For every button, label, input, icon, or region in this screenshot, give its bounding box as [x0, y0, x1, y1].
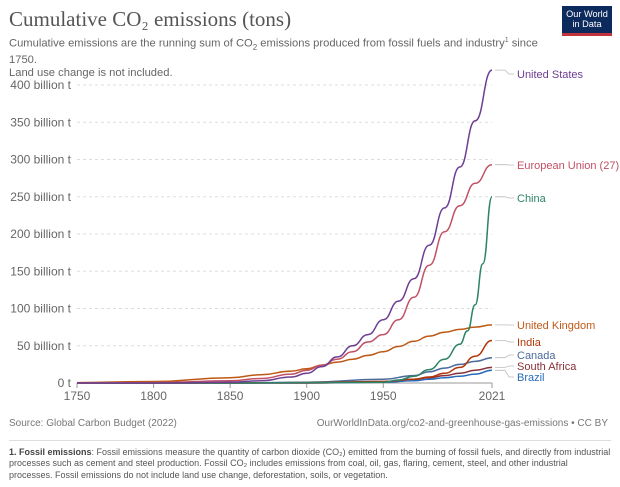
series-line-united-states — [77, 69, 493, 384]
series-label-china: China — [517, 193, 547, 205]
label-connector-india — [495, 340, 514, 343]
series-label-india: India — [517, 337, 542, 349]
label-connector-china — [495, 196, 514, 199]
series-line-india — [77, 339, 493, 384]
y-tick-label: 150 billion t — [10, 264, 71, 278]
subtitle-part-a: Cumulative emissions are the running sum… — [9, 37, 253, 50]
series-label-south-africa: South Africa — [517, 361, 577, 373]
x-tick-label: 1950 — [370, 389, 397, 403]
y-tick-label: 100 billion t — [10, 302, 71, 316]
chart-subtitle: Cumulative emissions are the running sum… — [9, 34, 549, 80]
owid-logo[interactable]: Our World in Data — [562, 6, 612, 36]
source-url-link[interactable]: OurWorldInData.org/co2-and-greenhouse-ga… — [316, 418, 608, 429]
series-line-united-kingdom — [76, 324, 493, 384]
source-text: Source: Global Carbon Budget (2022) — [9, 418, 177, 429]
footnote-text: : Fossil emissions measure the quantity … — [9, 447, 611, 480]
label-connector-united-states — [495, 69, 514, 75]
chart-title: Cumulative CO₂ emissions (tons) — [9, 7, 292, 31]
y-tick-label: 50 billion t — [17, 339, 72, 353]
label-connector-brazil — [495, 369, 514, 378]
x-tick-label: 1750 — [64, 389, 91, 403]
series-label-brazil: Brazil — [517, 372, 545, 384]
y-tick-label: 400 billion t — [10, 78, 71, 92]
label-connector-south-africa — [495, 365, 514, 368]
footnote: 1. Fossil emissions: Fossil emissions me… — [9, 447, 611, 481]
y-tick-label: 250 billion t — [10, 190, 71, 204]
y-tick-label: 300 billion t — [10, 153, 71, 167]
x-tick-label: 1850 — [217, 389, 244, 403]
logo-line1: Our World — [566, 9, 608, 19]
series-label-united-kingdom: United Kingdom — [517, 320, 595, 332]
subtitle-line2: Land use change is not included. — [9, 66, 173, 79]
series-label-european-union-27: European Union (27) — [517, 160, 619, 172]
x-tick-label: 1800 — [140, 389, 167, 403]
x-tick-label: 2021 — [479, 389, 506, 403]
y-tick-label: 0 t — [58, 376, 72, 390]
y-tick-label: 200 billion t — [10, 227, 71, 241]
footer-divider — [9, 440, 611, 441]
series-line-china — [77, 196, 493, 384]
subtitle-part-c: since 1750. — [9, 37, 538, 66]
series-label-united-states: United States — [517, 69, 584, 81]
footnote-ref[interactable]: 1 — [504, 37, 509, 44]
y-tick-label: 350 billion t — [10, 115, 71, 129]
series-line-european-union-27 — [76, 163, 493, 384]
footnote-label: 1. Fossil emissions — [9, 447, 92, 457]
subtitle-part-b: emissions produced from fossil fuels and… — [257, 37, 505, 50]
logo-line2: in Data — [572, 19, 602, 29]
subtitle-subscript: 2 — [252, 42, 258, 52]
x-tick-label: 1900 — [293, 389, 320, 403]
line-chart: 0 t 50 billion t 100 billion t 150 billion … — [10, 69, 619, 403]
series-label-canada: Canada — [517, 350, 556, 362]
label-connector-canada — [495, 354, 514, 359]
